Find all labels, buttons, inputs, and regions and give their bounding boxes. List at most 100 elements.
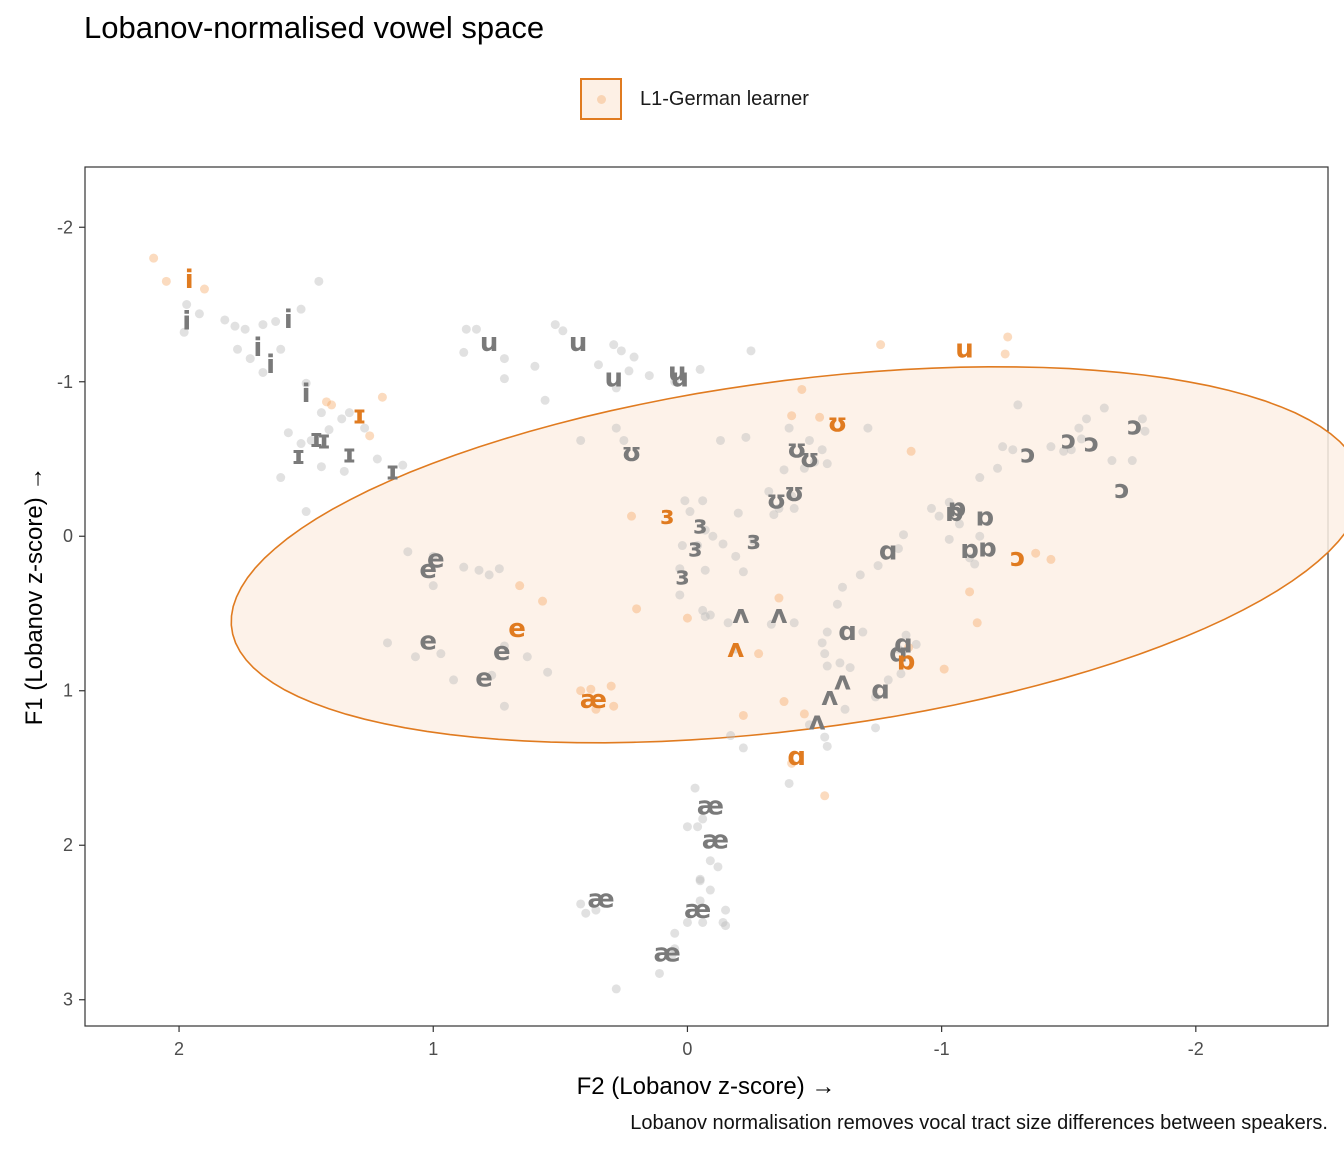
chart-caption: Lobanov normalisation removes vocal trac…: [630, 1112, 1328, 1134]
reference-point: [911, 639, 921, 649]
learner-point: [591, 704, 601, 714]
y-tick-label: 1: [63, 681, 73, 701]
reference-point: [1082, 414, 1092, 424]
reference-point: [766, 619, 776, 629]
reference-point: [449, 675, 459, 685]
learner-label-i: i: [185, 265, 194, 295]
reference-point: [276, 344, 286, 354]
reference-point: [410, 652, 420, 662]
reference-label-upsilon: ʊ: [784, 478, 804, 508]
learner-point: [787, 758, 797, 768]
learner-point: [1003, 332, 1013, 342]
learner-point: [797, 384, 807, 394]
reference-point: [789, 618, 799, 628]
reference-point: [779, 465, 789, 475]
reference-point: [698, 496, 708, 506]
reference-point: [611, 984, 621, 994]
reference-point: [746, 346, 756, 356]
reference-label-i: i: [284, 305, 293, 335]
reference-point: [685, 507, 695, 517]
reference-label-u: u: [604, 364, 623, 394]
y-tick-label: 2: [63, 835, 73, 855]
reference-point: [733, 508, 743, 518]
reference-point: [769, 510, 779, 520]
reference-point: [726, 731, 736, 741]
learner-point: [1000, 349, 1010, 359]
reference-point: [883, 675, 893, 685]
reference-point: [179, 327, 189, 337]
y-tick-label: 0: [63, 526, 73, 546]
reference-point: [682, 917, 692, 927]
reference-label-turned-script-a: ɒ: [976, 503, 995, 533]
learner-label-upsilon: ʊ: [827, 408, 847, 438]
learner-label-u: u: [955, 334, 974, 364]
reference-point: [840, 704, 850, 714]
reference-point: [965, 553, 975, 563]
learner-label-turned-script-a: ɒ: [897, 646, 916, 676]
reference-label-turned-v: ʌ: [809, 707, 826, 737]
reference-point: [667, 950, 677, 960]
legend-key-swatch: [580, 78, 622, 120]
reference-label-ae: æ: [653, 938, 680, 968]
reference-label-e: e: [427, 544, 445, 574]
reference-label-open-mid-e: ɜ: [675, 561, 689, 591]
reference-point: [372, 454, 382, 464]
learner-label-turned-v: ʌ: [727, 634, 744, 664]
reference-label-turned-script-a: ɒ: [960, 535, 979, 565]
learner-point: [627, 511, 637, 521]
learner-point: [682, 613, 692, 623]
reference-point: [1059, 446, 1069, 456]
confidence-ellipse-layer: [230, 365, 1344, 744]
reference-point: [436, 649, 446, 659]
reference-point: [680, 496, 690, 506]
reference-point: [245, 354, 255, 364]
reference-point: [954, 519, 964, 529]
reference-label-small-cap-i: ɪ: [385, 456, 399, 486]
reference-point: [993, 463, 1003, 473]
reference-point: [713, 862, 723, 872]
reference-point: [1046, 442, 1056, 452]
learner-point: [815, 412, 825, 422]
reference-point: [675, 564, 685, 574]
reference-point: [708, 531, 718, 541]
learner-point: [787, 411, 797, 421]
reference-point: [543, 667, 553, 677]
reference-point: [1076, 434, 1086, 444]
reference-point: [233, 344, 243, 354]
reference-point: [731, 644, 741, 654]
reference-label-u: u: [671, 364, 690, 394]
reference-label-i: i: [302, 379, 311, 409]
reference-point: [428, 551, 438, 561]
reference-label-e: e: [493, 637, 511, 667]
reference-point: [784, 778, 794, 788]
reference-point: [593, 360, 603, 370]
learner-label-ae: æ: [580, 685, 607, 715]
x-tick-label: -2: [1188, 1039, 1204, 1059]
reference-point: [858, 627, 868, 637]
reference-point: [698, 814, 708, 824]
reference-point: [306, 435, 316, 445]
reference-point: [276, 473, 286, 483]
reference-point: [695, 364, 705, 374]
reference-point: [1008, 445, 1018, 455]
reference-point: [324, 425, 334, 435]
reference-label-i: i: [182, 306, 191, 336]
learner-point: [586, 684, 596, 694]
learner-point: [377, 392, 387, 402]
reference-point: [764, 486, 774, 496]
reference-point: [220, 315, 230, 325]
reference-point: [314, 276, 324, 286]
reference-point: [494, 564, 504, 574]
reference-point: [700, 565, 710, 575]
reference-point: [1066, 445, 1076, 455]
reference-point: [934, 511, 944, 521]
reference-point: [1013, 400, 1023, 410]
reference-point: [316, 408, 326, 418]
reference-point: [698, 605, 708, 615]
reference-label-open-o: ɔ: [1020, 439, 1035, 469]
reference-point: [609, 340, 619, 350]
learner-point: [1046, 554, 1056, 564]
learner-point: [632, 604, 642, 614]
reference-point: [749, 536, 759, 546]
